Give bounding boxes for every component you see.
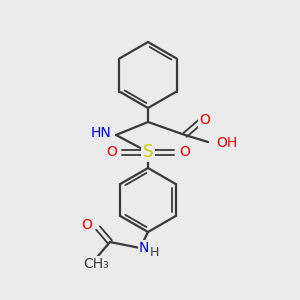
Text: O: O (179, 145, 190, 159)
Text: N: N (139, 241, 149, 255)
Text: HN: HN (90, 126, 111, 140)
Text: OH: OH (216, 136, 237, 150)
Text: O: O (200, 113, 210, 127)
Text: CH₃: CH₃ (83, 257, 109, 271)
Text: H: H (149, 247, 159, 260)
Text: O: O (81, 218, 92, 232)
Text: S: S (143, 143, 153, 161)
Text: O: O (106, 145, 117, 159)
